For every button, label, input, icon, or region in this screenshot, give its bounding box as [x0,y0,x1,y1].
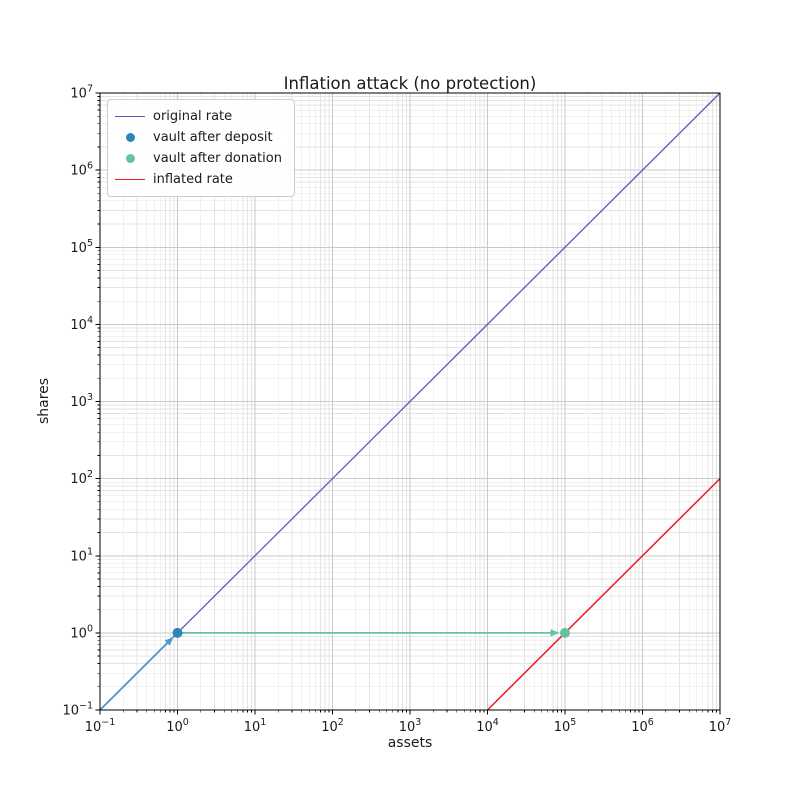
legend-label: inflated rate [153,172,233,187]
svg-text:106: 106 [70,161,93,179]
svg-text:106: 106 [631,717,654,735]
legend-entry-vault-after-deposit: vault after deposit [114,127,286,148]
svg-text:104: 104 [70,315,93,333]
svg-text:103: 103 [70,392,93,410]
svg-text:107: 107 [709,717,732,735]
legend-dot-swatch [114,133,146,142]
legend-label: vault after donation [153,151,282,166]
legend-entry-vault-after-donation: vault after donation [114,148,286,169]
svg-text:101: 101 [70,546,93,564]
legend-entry-inflated-rate: inflated rate [114,169,286,190]
svg-text:103: 103 [399,717,422,735]
svg-text:102: 102 [70,469,93,487]
svg-text:10−1: 10−1 [62,701,93,719]
y-axis-label: shares [36,377,52,425]
svg-text:101: 101 [244,717,267,735]
svg-text:107: 107 [70,84,93,102]
legend-entry-original-rate: original rate [114,106,286,127]
legend: original rate vault after deposit vault … [107,99,295,197]
svg-text:10−1: 10−1 [85,717,116,735]
chart-title: Inflation attack (no protection) [283,74,537,93]
x-axis-label: assets [387,735,433,751]
legend-line-swatch [114,179,146,180]
legend-label: vault after deposit [153,130,273,145]
svg-text:102: 102 [321,717,344,735]
legend-line-swatch [114,116,146,117]
svg-text:105: 105 [70,238,93,256]
legend-label: original rate [153,109,233,124]
svg-text:100: 100 [166,717,189,735]
svg-text:104: 104 [476,717,499,735]
svg-text:105: 105 [554,717,577,735]
svg-text:100: 100 [70,623,93,641]
legend-dot-swatch [114,154,146,163]
